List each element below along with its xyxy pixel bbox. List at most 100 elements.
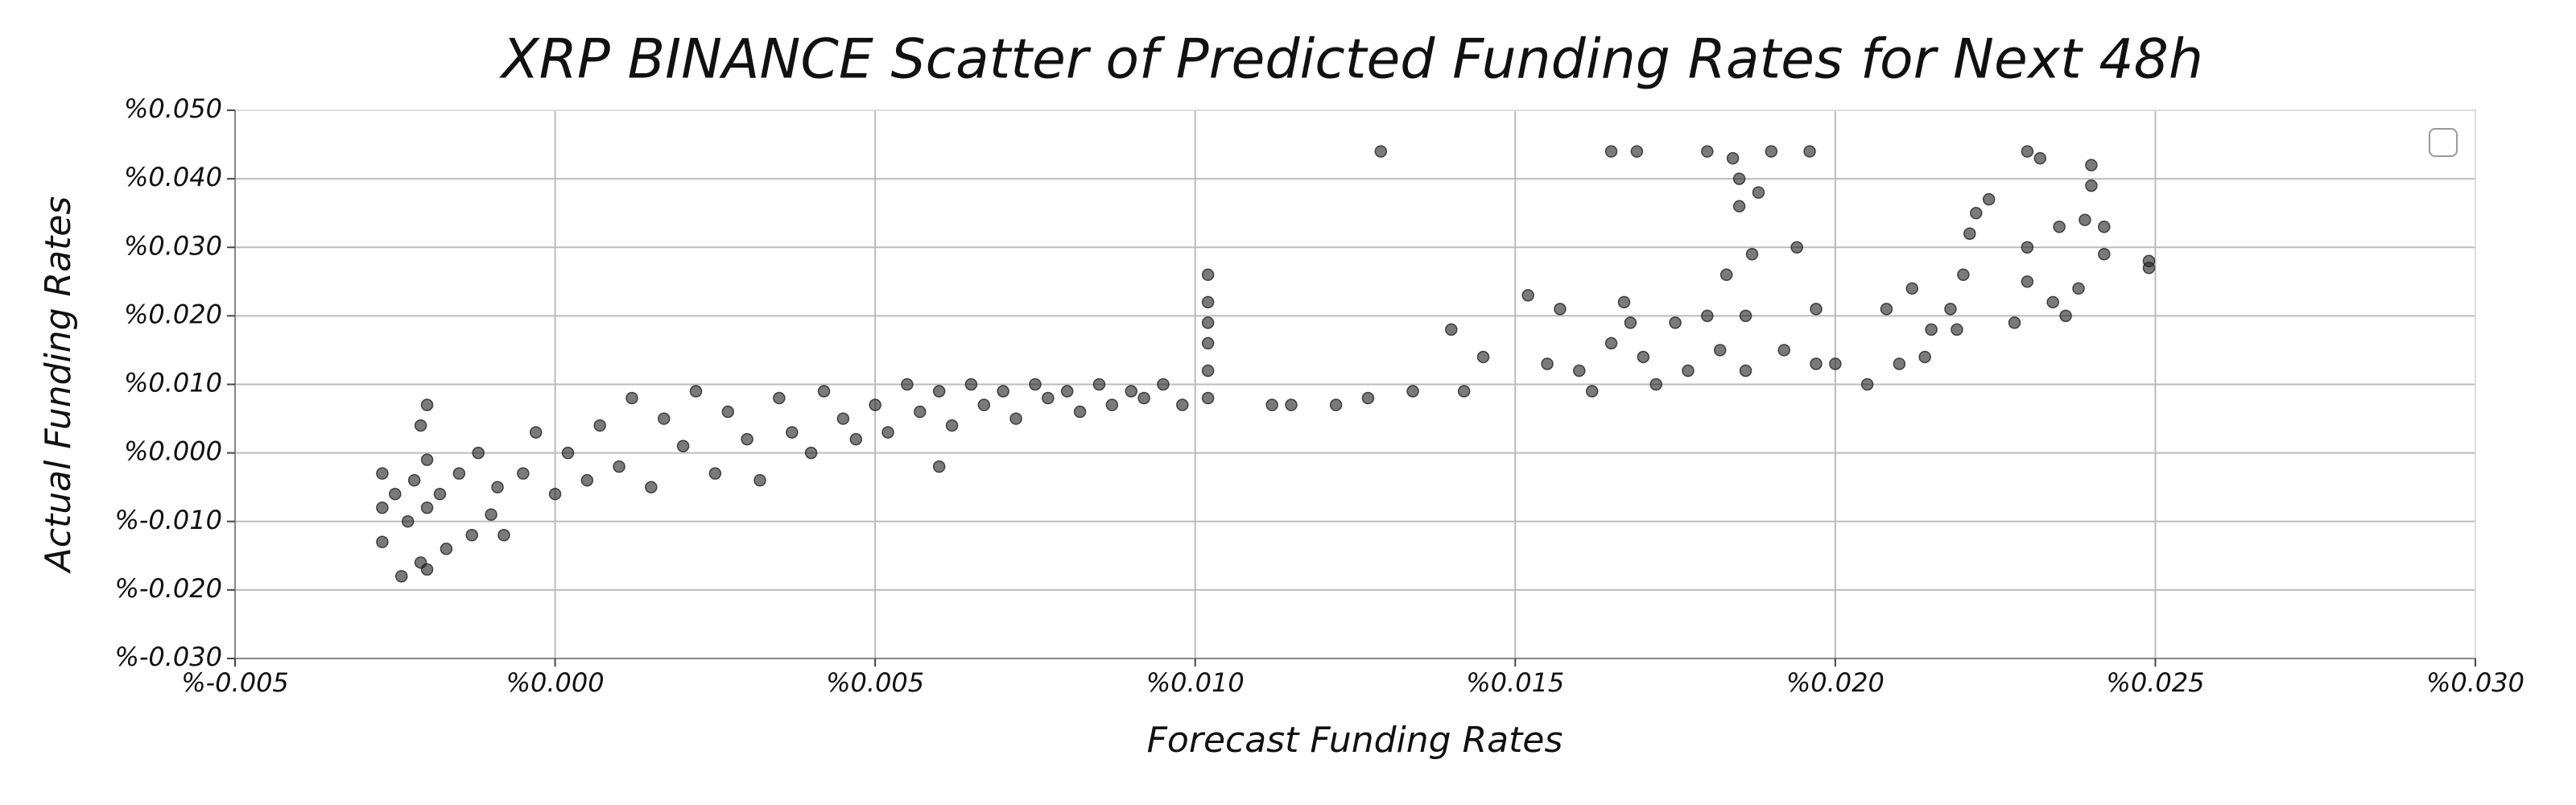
- point: [1201, 268, 1215, 282]
- point: [580, 473, 594, 487]
- point: [914, 405, 927, 419]
- point: [1521, 289, 1534, 302]
- point: [389, 487, 402, 501]
- point: [1541, 357, 1554, 370]
- point: [1361, 391, 1375, 405]
- x-tick-label: %-0.005: [181, 667, 289, 698]
- point: [849, 432, 863, 446]
- x-tick-label: %0.020: [1786, 667, 1885, 698]
- point: [2098, 248, 2111, 261]
- point: [1726, 151, 1740, 165]
- point: [1739, 309, 1752, 323]
- point: [472, 446, 485, 460]
- point: [721, 405, 735, 419]
- point: [407, 473, 421, 487]
- point: [1669, 316, 1682, 329]
- point: [1573, 364, 1586, 378]
- point: [1073, 405, 1087, 419]
- point: [420, 501, 434, 514]
- point: [1624, 316, 1637, 329]
- point: [753, 473, 766, 487]
- point: [2021, 275, 2034, 288]
- x-tick-label: %0.005: [826, 667, 924, 698]
- point: [881, 426, 894, 439]
- y-tick-label: %0.040: [124, 162, 222, 192]
- point: [529, 426, 543, 439]
- point: [1060, 385, 1074, 398]
- point: [485, 508, 497, 521]
- point: [1265, 398, 1278, 411]
- point: [786, 426, 799, 439]
- chart-title: XRP BINANCE Scatter of Predicted Funding…: [499, 28, 2203, 92]
- point: [1701, 309, 1714, 323]
- points: [376, 145, 2156, 583]
- point: [1042, 391, 1055, 405]
- point: [1029, 378, 1042, 391]
- point: [741, 432, 753, 446]
- y-tick-label: %-0.030: [114, 642, 222, 672]
- point: [1329, 398, 1343, 411]
- point: [548, 487, 562, 501]
- point: [593, 419, 606, 432]
- point: [1125, 385, 1137, 398]
- y-tick-label: %0.020: [124, 299, 222, 329]
- point: [1285, 398, 1298, 411]
- point: [1732, 172, 1746, 185]
- point: [1630, 145, 1644, 158]
- x-axis-label: Forecast Funding Rates: [1147, 720, 1563, 761]
- point: [1745, 248, 1759, 261]
- point: [1105, 398, 1119, 411]
- point: [1554, 303, 1567, 316]
- point: [401, 515, 415, 528]
- point: [394, 570, 408, 583]
- point: [1982, 192, 1996, 206]
- point: [997, 385, 1009, 398]
- point: [932, 460, 946, 473]
- point: [1157, 378, 1170, 391]
- point: [433, 487, 447, 501]
- point: [1829, 357, 1842, 370]
- point: [1739, 364, 1752, 378]
- point: [2053, 220, 2066, 233]
- point: [2033, 151, 2047, 165]
- point: [1682, 364, 1695, 378]
- point: [1719, 268, 1733, 282]
- point: [676, 440, 690, 452]
- point: [1860, 378, 1874, 391]
- point: [420, 563, 434, 576]
- x-tick-label: %0.015: [1466, 667, 1564, 698]
- point: [1445, 323, 1458, 336]
- point: [1777, 344, 1790, 357]
- point: [773, 391, 786, 405]
- x-tick-label: %0.025: [2106, 667, 2204, 698]
- point: [1604, 145, 1618, 158]
- point: [2046, 295, 2059, 309]
- point: [817, 385, 831, 398]
- y-tick-label: %0.030: [124, 230, 222, 261]
- y-tick-label: %0.010: [124, 368, 222, 398]
- point: [517, 467, 530, 480]
- point: [1803, 145, 1816, 158]
- point: [1201, 295, 1215, 309]
- legend-box: [2429, 128, 2458, 157]
- point: [932, 385, 946, 398]
- point: [1970, 206, 1983, 220]
- point: [1374, 145, 1388, 158]
- point: [1201, 364, 1215, 378]
- point: [964, 378, 978, 391]
- point: [2021, 241, 2034, 254]
- point: [1905, 282, 1919, 295]
- point: [1951, 323, 1963, 336]
- x-tick-label: %0.030: [2426, 667, 2524, 698]
- point: [1176, 398, 1189, 411]
- point: [1963, 227, 1976, 240]
- point: [2059, 309, 2072, 323]
- y-tick-label: %0.000: [124, 436, 222, 467]
- point: [376, 501, 389, 514]
- point: [1810, 357, 1823, 370]
- point: [1649, 378, 1662, 391]
- point: [2021, 145, 2034, 158]
- point: [2085, 179, 2098, 192]
- point: [625, 391, 638, 405]
- y-tick-label: %-0.010: [114, 505, 222, 535]
